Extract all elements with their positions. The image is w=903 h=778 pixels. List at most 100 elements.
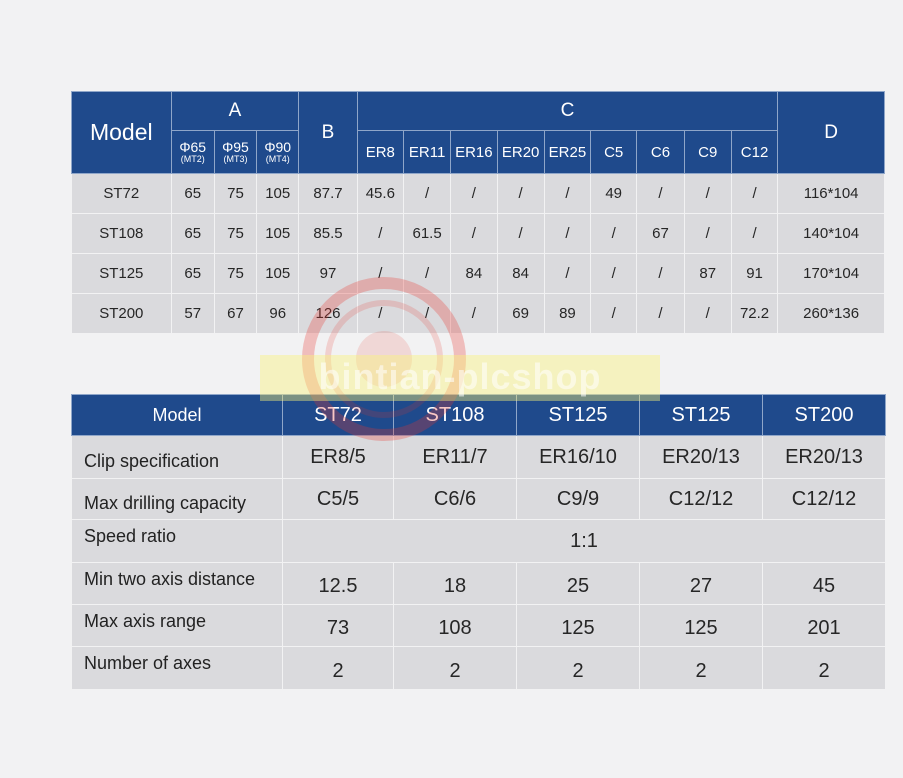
d-cell: 140*104 (777, 213, 885, 254)
spec-value: 25 (516, 562, 640, 605)
spec-value: 125 (639, 604, 763, 647)
c-col-header: ER25 (543, 130, 592, 174)
c-cell: / (683, 293, 732, 334)
c-cell: 84 (496, 253, 545, 294)
watermark-text: bintian-plcshop (318, 356, 602, 397)
c-cell: / (683, 213, 732, 254)
c-cell: / (402, 293, 452, 334)
group-d-header: D (777, 91, 885, 174)
b-cell: 87.7 (298, 173, 358, 214)
c-col-header: C6 (636, 130, 685, 174)
table-row: Max drilling capacity C5/5 C6/6 C9/9 C12… (71, 478, 886, 520)
table-row: Min two axis distance 12.5 18 25 27 45 (71, 562, 886, 605)
spec-value: 27 (639, 562, 763, 605)
c-cell: 49 (590, 173, 638, 214)
b-cell: 85.5 (298, 213, 358, 254)
dimension-table: Model A B C D Φ65 (MT2) Φ95 (MT3) Φ90 (M… (71, 91, 885, 334)
a-col-mt: (MT4) (265, 154, 290, 164)
c-col-header: ER11 (402, 130, 452, 174)
c-cell: / (450, 173, 498, 214)
c-cell: / (356, 253, 404, 294)
a-cell: 65 (170, 213, 215, 254)
spec-value: 12.5 (282, 562, 394, 605)
a-cell: 75 (213, 253, 258, 294)
spec-label: Min two axis distance (71, 562, 283, 605)
group-a-header: A (170, 91, 300, 131)
model-cell: ST125 (71, 253, 172, 294)
c-cell: / (730, 213, 779, 254)
spec-value: 125 (516, 604, 640, 647)
d-cell: 116*104 (777, 173, 885, 214)
spec-value: 2 (762, 646, 886, 690)
spec-value: C5/5 (282, 478, 394, 520)
c-cell: 45.6 (356, 173, 404, 214)
c-cell: / (543, 253, 592, 294)
c-cell: / (636, 173, 685, 214)
a-cell: 105 (256, 213, 300, 254)
spec-value: C12/12 (639, 478, 763, 520)
c-cell: / (450, 213, 498, 254)
spec-label: Max axis range (71, 604, 283, 647)
spec-table: Model ST72 ST108 ST125 ST125 ST200 Clip … (71, 394, 886, 690)
spec-value: ER11/7 (393, 435, 517, 479)
spec-model-header: Model (71, 394, 283, 436)
c-cell: / (496, 213, 545, 254)
spec-model-col: ST125 (516, 394, 640, 436)
spec-value: ER20/13 (762, 435, 886, 479)
c-cell: / (402, 173, 452, 214)
table-row: Max axis range 73 108 125 125 201 (71, 604, 886, 647)
c-cell: / (590, 213, 638, 254)
a-cell: 67 (213, 293, 258, 334)
spec-value: C12/12 (762, 478, 886, 520)
c-col-header: C12 (730, 130, 779, 174)
a-col-header: Φ65 (MT2) (170, 130, 215, 174)
spec-value: 2 (393, 646, 517, 690)
c-cell: / (356, 213, 404, 254)
b-cell: 126 (298, 293, 358, 334)
spec-label: Clip specification (71, 435, 283, 479)
c-col-header: ER20 (496, 130, 545, 174)
c-cell: / (543, 213, 592, 254)
a-col-mt: (MT2) (180, 154, 205, 164)
c-cell: / (636, 293, 685, 334)
spec-model-col: ST108 (393, 394, 517, 436)
a-cell: 75 (213, 213, 258, 254)
a-col-phi: Φ95 (222, 139, 249, 155)
a-col-header: Φ95 (MT3) (213, 130, 258, 174)
speed-ratio-value: 1:1 (282, 519, 886, 563)
c-cell: / (590, 293, 638, 334)
spec-label: Max drilling capacity (71, 478, 283, 520)
spec-value: ER8/5 (282, 435, 394, 479)
table-row: Speed ratio 1:1 (71, 519, 886, 563)
c-cell: 72.2 (730, 293, 779, 334)
a-cell: 105 (256, 253, 300, 294)
spec-value: 108 (393, 604, 517, 647)
table-row: ST125 65 75 105 97 / / 84 84 / / / 87 91… (71, 253, 885, 294)
a-col-phi: Φ65 (179, 139, 207, 155)
d-cell: 260*136 (777, 293, 885, 334)
c-cell: / (636, 253, 685, 294)
spec-value: 45 (762, 562, 886, 605)
model-cell: ST108 (71, 213, 172, 254)
spec-model-col: ST72 (282, 394, 394, 436)
a-cell: 105 (256, 173, 300, 214)
spec-value: 73 (282, 604, 394, 647)
c-col-header: ER16 (450, 130, 498, 174)
c-col-header: C5 (590, 130, 638, 174)
c-cell: 87 (683, 253, 732, 294)
spec-value: 18 (393, 562, 517, 605)
c-cell: 91 (730, 253, 779, 294)
a-cell: 57 (170, 293, 215, 334)
model-header: Model (71, 91, 172, 174)
a-cell: 65 (170, 173, 215, 214)
c-cell: 89 (543, 293, 592, 334)
c-cell: 67 (636, 213, 685, 254)
spec-model-col: ST200 (762, 394, 886, 436)
spec-value: 2 (282, 646, 394, 690)
c-cell: / (590, 253, 638, 294)
c-cell: / (356, 293, 404, 334)
c-cell: 69 (496, 293, 545, 334)
c-cell: / (683, 173, 732, 214)
c-cell: / (402, 253, 452, 294)
c-col-header: ER8 (356, 130, 404, 174)
